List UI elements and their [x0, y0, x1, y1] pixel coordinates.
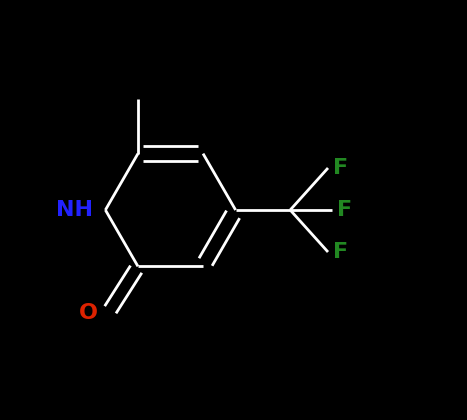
Text: NH: NH [56, 200, 93, 220]
Text: F: F [333, 158, 348, 178]
Text: O: O [79, 302, 98, 323]
Text: F: F [337, 200, 353, 220]
Text: F: F [333, 242, 348, 262]
